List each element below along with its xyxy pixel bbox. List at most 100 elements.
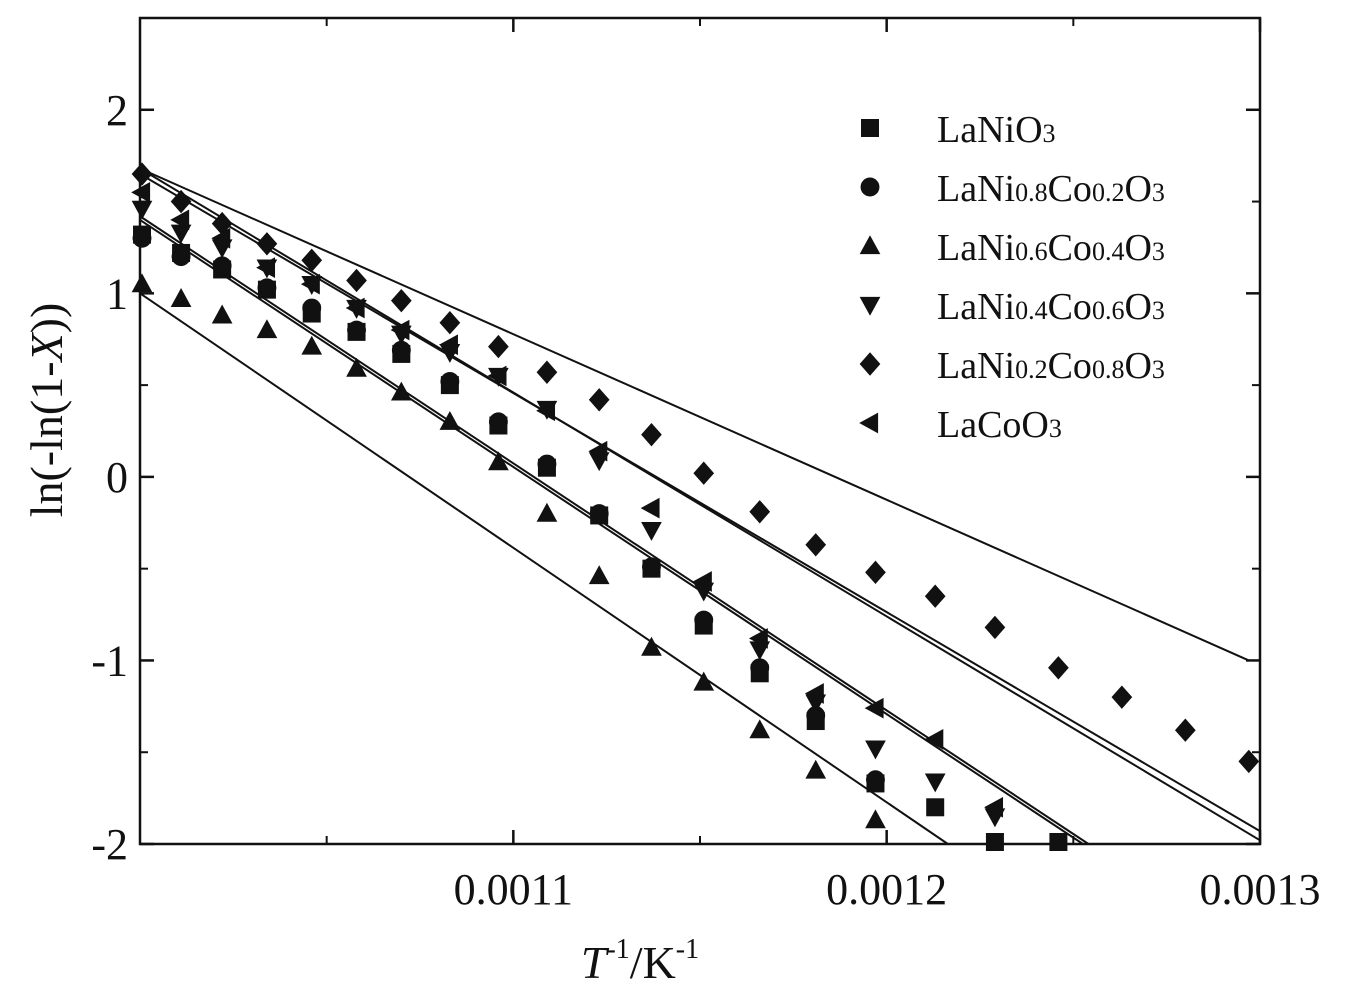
- data-point-triangle-up-3-8: [439, 411, 461, 430]
- data-point-triangle-down-4-17: [924, 773, 946, 793]
- data-point-triangle-down-4-16: [865, 740, 886, 760]
- y-tick-label: 2: [106, 86, 128, 135]
- data-point-triangle-up-3-12: [641, 636, 662, 656]
- x-tick-label: 0.0011: [454, 865, 573, 914]
- data-point-diamond-5-8: [439, 311, 461, 335]
- legend-marker-triangle-down: [859, 296, 881, 316]
- data-point-triangle-left-6-11: [588, 440, 608, 462]
- legend-marker-circle: [860, 177, 880, 197]
- legend-label-4: LaNi0.4Co0.6O3: [937, 286, 1165, 328]
- data-point-triangle-left-6-6: [345, 297, 365, 319]
- data-point-diamond-5-21: [1174, 718, 1196, 742]
- data-point-diamond-5-20: [1111, 685, 1133, 709]
- data-point-diamond-5-10: [536, 360, 558, 384]
- data-point-diamond-5-3: [211, 211, 233, 236]
- legend-marker-triangle-left: [859, 412, 879, 434]
- y-axis-title: ln(-ln(1-X)): [21, 303, 72, 518]
- data-point-diamond-5-13: [693, 461, 715, 485]
- data-point-circle-2-12: [642, 557, 661, 577]
- y-axis-title-after: )): [21, 303, 72, 334]
- data-point-diamond-5-5: [301, 248, 323, 272]
- data-point-circle-2-6: [347, 320, 366, 340]
- x-axis-title-mid: /K: [630, 937, 676, 988]
- data-point-diamond-5-18: [984, 615, 1006, 640]
- data-point-circle-2-4: [257, 278, 277, 298]
- data-point-triangle-left-6-3: [211, 227, 231, 249]
- data-point-triangle-left-6-10: [536, 400, 556, 422]
- y-tick-label: -1: [91, 636, 128, 685]
- data-point-circle-2-9: [488, 412, 508, 432]
- data-point-triangle-up-3-10: [536, 502, 558, 522]
- data-point-triangle-up-3-2: [170, 288, 192, 307]
- data-point-triangle-up-3-11: [588, 565, 610, 585]
- data-point-triangle-up-3-15: [805, 759, 827, 779]
- data-point-triangle-left-6-2: [170, 209, 190, 231]
- axis-ticks: -2 -1 0 1 2 0.0011 0.0012 0.0013: [91, 17, 1321, 914]
- data-point-circle-2-8: [440, 371, 460, 391]
- data-point-triangle-left-6-9: [487, 365, 507, 387]
- legend-marker-triangle-up: [859, 235, 881, 255]
- data-point-triangle-left-6-5: [300, 273, 320, 295]
- data-point-square-1-17: [926, 798, 945, 817]
- legend-label-1: LaNiO3: [937, 109, 1056, 151]
- data-point-triangle-up-3-4: [256, 319, 278, 339]
- data-point-triangle-down-4-12: [641, 522, 662, 541]
- data-point-diamond-5-22: [1238, 749, 1260, 774]
- data-point-triangle-up-3-3: [211, 304, 233, 324]
- data-point-diamond-5-2: [170, 189, 192, 214]
- x-axis-title: T-1/K-1: [581, 934, 699, 988]
- data-point-circle-2-16: [866, 770, 885, 790]
- data-point-triangle-left-6-16: [864, 697, 884, 719]
- data-point-diamond-5-14: [749, 500, 771, 524]
- legend-label-2: LaNi0.8Co0.2O3: [937, 168, 1165, 210]
- data-point-triangle-up-3-5: [301, 335, 323, 355]
- data-point-circle-2-7: [391, 340, 411, 360]
- legend-marker-square: [861, 119, 879, 137]
- data-point-triangle-left-6-13: [692, 571, 712, 592]
- fit-line-6: [139, 173, 1261, 833]
- data-point-circle-2-14: [750, 658, 770, 678]
- data-point-circle-2-3: [212, 256, 232, 276]
- data-point-triangle-up-3-9: [488, 451, 509, 471]
- legend-marker-diamond: [859, 352, 881, 376]
- y-axis-title-italic: X: [21, 331, 72, 363]
- x-axis-title-sup1: -1: [606, 934, 629, 965]
- data-point-square-1-19: [1049, 833, 1068, 851]
- data-point-diamond-5-19: [1048, 656, 1069, 680]
- data-point-diamond-5-9: [488, 334, 509, 359]
- data-point-diamond-5-1: [131, 162, 153, 186]
- x-tick-label: 0.0013: [1200, 865, 1321, 914]
- data-point-circle-2-1: [132, 228, 152, 248]
- data-point-triangle-left-6-18: [984, 796, 1004, 818]
- data-point-diamond-5-6: [346, 268, 367, 293]
- fit-line-4: [139, 167, 1261, 842]
- data-point-triangle-left-6-7: [390, 319, 410, 341]
- data-point-triangle-up-3-7: [390, 381, 412, 401]
- y-tick-label: -2: [91, 820, 128, 869]
- data-point-triangle-up-3-1: [131, 273, 153, 293]
- data-point-diamond-5-17: [924, 584, 946, 608]
- y-tick-label: 1: [106, 269, 128, 318]
- data-point-circle-2-10: [537, 454, 557, 474]
- data-point-diamond-5-11: [588, 388, 610, 412]
- data-point-square-1-18: [985, 833, 1004, 851]
- data-point-diamond-5-4: [256, 232, 278, 256]
- legend-label-5: LaNi0.2Co0.8O3: [937, 345, 1165, 387]
- data-point-triangle-left-6-12: [640, 497, 660, 519]
- legend-label-6: LaCoO3: [937, 404, 1062, 446]
- data-point-diamond-5-12: [641, 422, 662, 447]
- data-point-triangle-up-3-6: [346, 357, 367, 377]
- x-tick-label: 0.0012: [826, 865, 947, 914]
- data-point-triangle-left-6-4: [256, 257, 276, 278]
- data-point-diamond-5-16: [865, 560, 886, 585]
- data-point-triangle-down-4-1: [131, 200, 153, 220]
- data-point-triangle-up-3-16: [865, 809, 886, 829]
- data-point-triangle-left-6-14: [748, 628, 768, 649]
- data-point-triangle-up-3-14: [749, 719, 771, 739]
- data-point-circle-2-13: [694, 610, 714, 630]
- data-point-triangle-left-6-15: [804, 683, 824, 704]
- fit-line-3: [139, 292, 949, 845]
- x-axis-title-italic: T: [581, 937, 610, 988]
- y-axis-title-before: ln(-ln(1-: [21, 361, 72, 517]
